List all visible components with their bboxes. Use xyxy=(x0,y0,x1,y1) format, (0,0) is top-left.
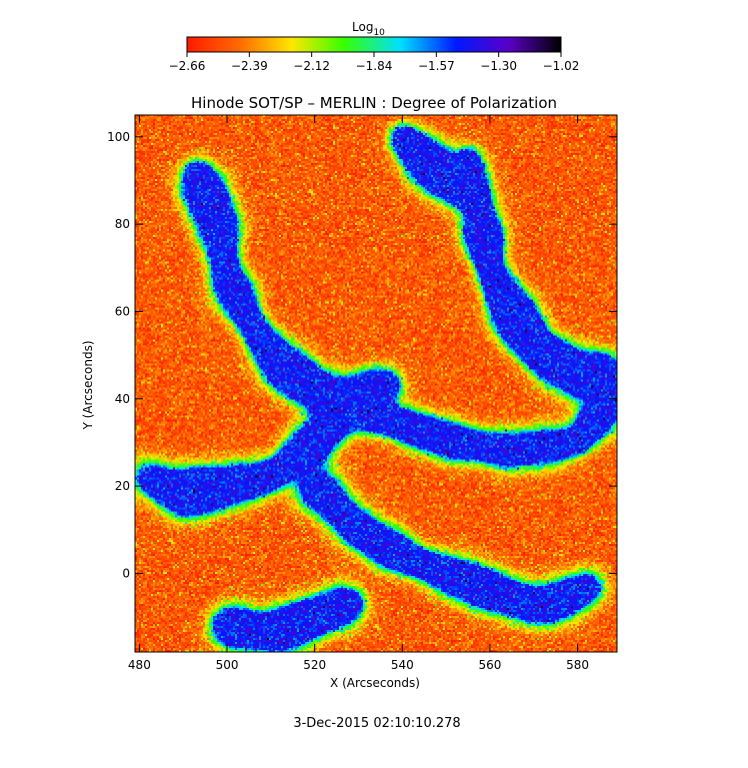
colorbar-ticks: −2.66 −2.39 −2.12 −1.84 −1.57 −1.30 −1.02 xyxy=(169,52,580,73)
colorbar-title: Log10 xyxy=(352,20,385,38)
colorbar-tick-label: −1.84 xyxy=(356,59,393,73)
x-tick-label: 540 xyxy=(391,658,414,672)
heatmap-image xyxy=(135,115,617,652)
x-tick-label: 500 xyxy=(216,658,239,672)
plot-frame xyxy=(134,114,618,653)
x-axis-label: X (Arcseconds) xyxy=(330,676,420,690)
colorbar-tick-label: −1.57 xyxy=(418,59,455,73)
y-tick-label: 0 xyxy=(122,566,130,580)
y-tick-label: 40 xyxy=(115,392,130,406)
y-tick-label: 60 xyxy=(115,304,130,318)
y-tick-label: 20 xyxy=(115,479,130,493)
colorbar-tick-label: −2.39 xyxy=(231,59,268,73)
chart-title: Hinode SOT/SP – MERLIN : Degree of Polar… xyxy=(191,94,557,112)
timestamp-footer: 3-Dec-2015 02:10:10.278 xyxy=(293,716,460,731)
colorbar-tick-label: −1.02 xyxy=(543,59,580,73)
x-tick-label: 480 xyxy=(128,658,151,672)
x-axis-ticks: 480 500 520 540 560 580 xyxy=(128,115,589,672)
x-tick-label: 560 xyxy=(478,658,501,672)
y-axis-ticks: 0 20 40 60 80 100 xyxy=(107,130,617,580)
x-tick-label: 520 xyxy=(303,658,326,672)
colorbar-tick-label: −2.12 xyxy=(293,59,330,73)
colorbar-tick-label: −1.30 xyxy=(480,59,517,73)
colorbar xyxy=(186,36,562,53)
x-tick-label: 580 xyxy=(566,658,589,672)
y-tick-label: 80 xyxy=(115,217,130,231)
y-tick-label: 100 xyxy=(107,130,130,144)
colorbar-tick-label: −2.66 xyxy=(169,59,206,73)
y-axis-label: Y (Arcseconds) xyxy=(81,340,95,430)
